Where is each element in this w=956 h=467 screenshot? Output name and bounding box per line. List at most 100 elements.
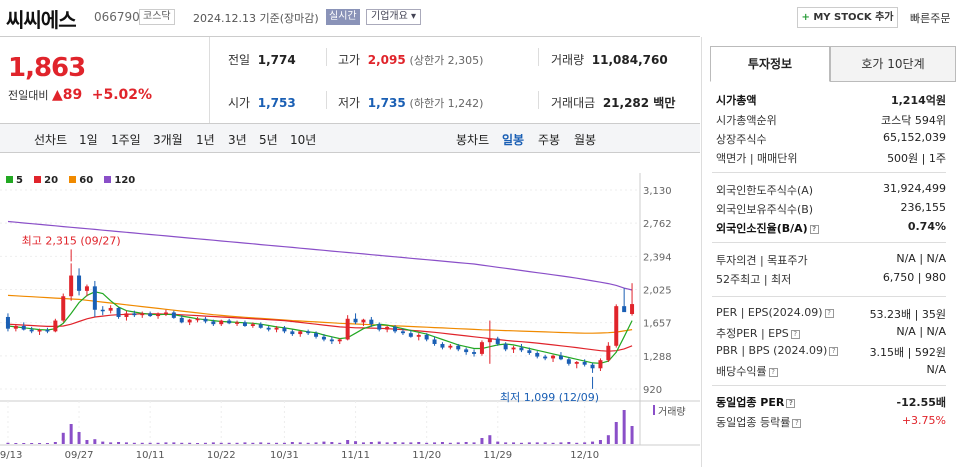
candle-body xyxy=(5,316,10,329)
info-row: 52주최고 | 최저 6,750 | 980 xyxy=(716,271,946,290)
candle-chart-button[interactable]: 봉차트 xyxy=(456,133,490,147)
quick-order-link[interactable]: 빠른주문 xyxy=(910,12,951,25)
ma5-line xyxy=(7,291,633,364)
candle-monthly[interactable]: 월봉 xyxy=(574,133,597,147)
help-icon[interactable]: ? xyxy=(809,224,819,234)
candle-body xyxy=(574,361,579,364)
volume-bar xyxy=(282,442,286,444)
legend-swatch xyxy=(34,176,42,183)
divider xyxy=(538,91,539,109)
x-tick-label: 09/27 xyxy=(65,450,94,461)
candle-body xyxy=(321,336,326,340)
realtime-button[interactable]: 실시간 xyxy=(326,9,360,25)
volume-bar xyxy=(6,442,10,444)
candle-body xyxy=(282,327,287,332)
stock-code: 066790 xyxy=(94,10,140,24)
info-row-value: 65,152,039 xyxy=(883,131,946,144)
price-chart[interactable]: 3,130 2,762 2,394 2,025 1,657 1,288 920 09/13 09… xyxy=(0,153,700,467)
volume-bar xyxy=(354,441,358,444)
candle-body xyxy=(582,361,587,365)
trade-amount: 거래대금 21,282 백만 xyxy=(551,94,675,111)
candle-body xyxy=(448,345,453,348)
volume-bar xyxy=(338,442,342,444)
candle-body xyxy=(393,326,398,332)
period-5y[interactable]: 5년 xyxy=(259,133,278,147)
help-icon[interactable]: ? xyxy=(786,398,796,408)
tab-invest-info[interactable]: 투자정보 xyxy=(710,46,830,82)
ma20-line xyxy=(7,313,633,352)
candle-body xyxy=(45,330,50,332)
change-label: 전일대비 xyxy=(8,89,49,102)
open-label: 시가 xyxy=(228,96,251,110)
volume-bar xyxy=(101,441,105,444)
x-tick-label: 10/31 xyxy=(270,450,299,461)
period-10y[interactable]: 10년 xyxy=(290,133,317,147)
volume-bar xyxy=(622,410,626,444)
volume-bar xyxy=(630,426,634,444)
info-row-value: 0.74% xyxy=(907,220,946,233)
volume-bar xyxy=(456,442,460,444)
info-row-label: PBR | BPS (2024.09)? xyxy=(716,344,839,357)
info-row-value: -12.55배 xyxy=(896,396,946,409)
volume-bar xyxy=(488,435,492,444)
info-row: PBR | BPS (2024.09)? 3.15배 | 592원 xyxy=(716,344,946,363)
period-3y[interactable]: 3년 xyxy=(228,133,247,147)
high-label: 고가 xyxy=(338,53,361,67)
candle-body xyxy=(345,318,350,340)
x-tick-label: 10/11 xyxy=(136,450,165,461)
volume-bar xyxy=(448,442,452,444)
period-1w[interactable]: 1주일 xyxy=(111,133,141,147)
help-icon[interactable]: ? xyxy=(829,346,839,356)
base-date: 2024.12.13 기준(장마감) xyxy=(193,12,319,25)
help-icon[interactable]: ? xyxy=(768,367,778,377)
volume-bar xyxy=(504,442,508,444)
info-row: 시가총액순위 코스닥 594위 xyxy=(716,112,946,131)
help-icon[interactable]: ? xyxy=(824,308,834,318)
volume-bar xyxy=(219,442,223,444)
candle-daily[interactable]: 일봉 xyxy=(502,133,525,147)
add-mystock-button[interactable]: + MY STOCK 추가 xyxy=(797,7,898,28)
volume-label: 거래량 xyxy=(551,53,585,67)
x-tick-label: 10/22 xyxy=(207,450,236,461)
volume: 거래량 11,084,760 xyxy=(551,51,668,68)
high-price: 고가 2,095 (상한가 2,305) xyxy=(338,51,483,68)
info-row: 외국인한도주식수(A) 31,924,499 xyxy=(716,182,946,201)
low-label: 저가 xyxy=(338,96,361,110)
candle-body xyxy=(21,325,26,330)
info-row: 외국인소진율(B/A)? 0.74% xyxy=(716,220,946,239)
period-1y[interactable]: 1년 xyxy=(196,133,215,147)
y-tick-label: 3,130 xyxy=(643,186,672,197)
info-panel: 투자정보 호가 10단계 xyxy=(702,37,956,467)
candle-body xyxy=(219,320,224,325)
help-icon[interactable]: ? xyxy=(792,418,802,428)
candle-body xyxy=(92,286,97,310)
candle-body xyxy=(472,352,477,354)
period-3m[interactable]: 3개월 xyxy=(153,133,183,147)
candle-body xyxy=(163,312,168,315)
candle-weekly[interactable]: 주봉 xyxy=(538,133,561,147)
candle-body xyxy=(290,331,295,335)
tab-order-book[interactable]: 호가 10단계 xyxy=(830,46,956,82)
help-icon[interactable]: ? xyxy=(790,329,800,339)
candle-body xyxy=(622,306,627,313)
volume-bar xyxy=(606,435,610,444)
volume-bar xyxy=(132,442,136,444)
candle-body xyxy=(29,329,34,332)
high-annotation: 최고 2,315 (09/27) xyxy=(22,234,121,247)
company-overview-dropdown[interactable]: 기업개요 ▾ xyxy=(366,9,421,25)
candle-body xyxy=(527,350,532,353)
candle-body xyxy=(519,347,524,351)
info-row-label: 배당수익률? xyxy=(716,363,778,379)
low-price: 저가 1,735 (하한가 1,242) xyxy=(338,94,483,111)
candle-body xyxy=(171,312,176,318)
volume-bar xyxy=(306,442,310,444)
period-1d[interactable]: 1일 xyxy=(79,133,98,147)
volume-bar xyxy=(290,442,294,444)
volume-bar xyxy=(480,438,484,444)
volume-bar xyxy=(69,424,73,444)
market-badge: 코스닥 xyxy=(139,9,175,25)
line-chart-button[interactable]: 선차트 xyxy=(34,133,68,147)
prev-close: 전일 1,774 xyxy=(228,51,296,68)
y-tick-label: 1,657 xyxy=(643,319,672,330)
candle-body xyxy=(385,326,390,330)
